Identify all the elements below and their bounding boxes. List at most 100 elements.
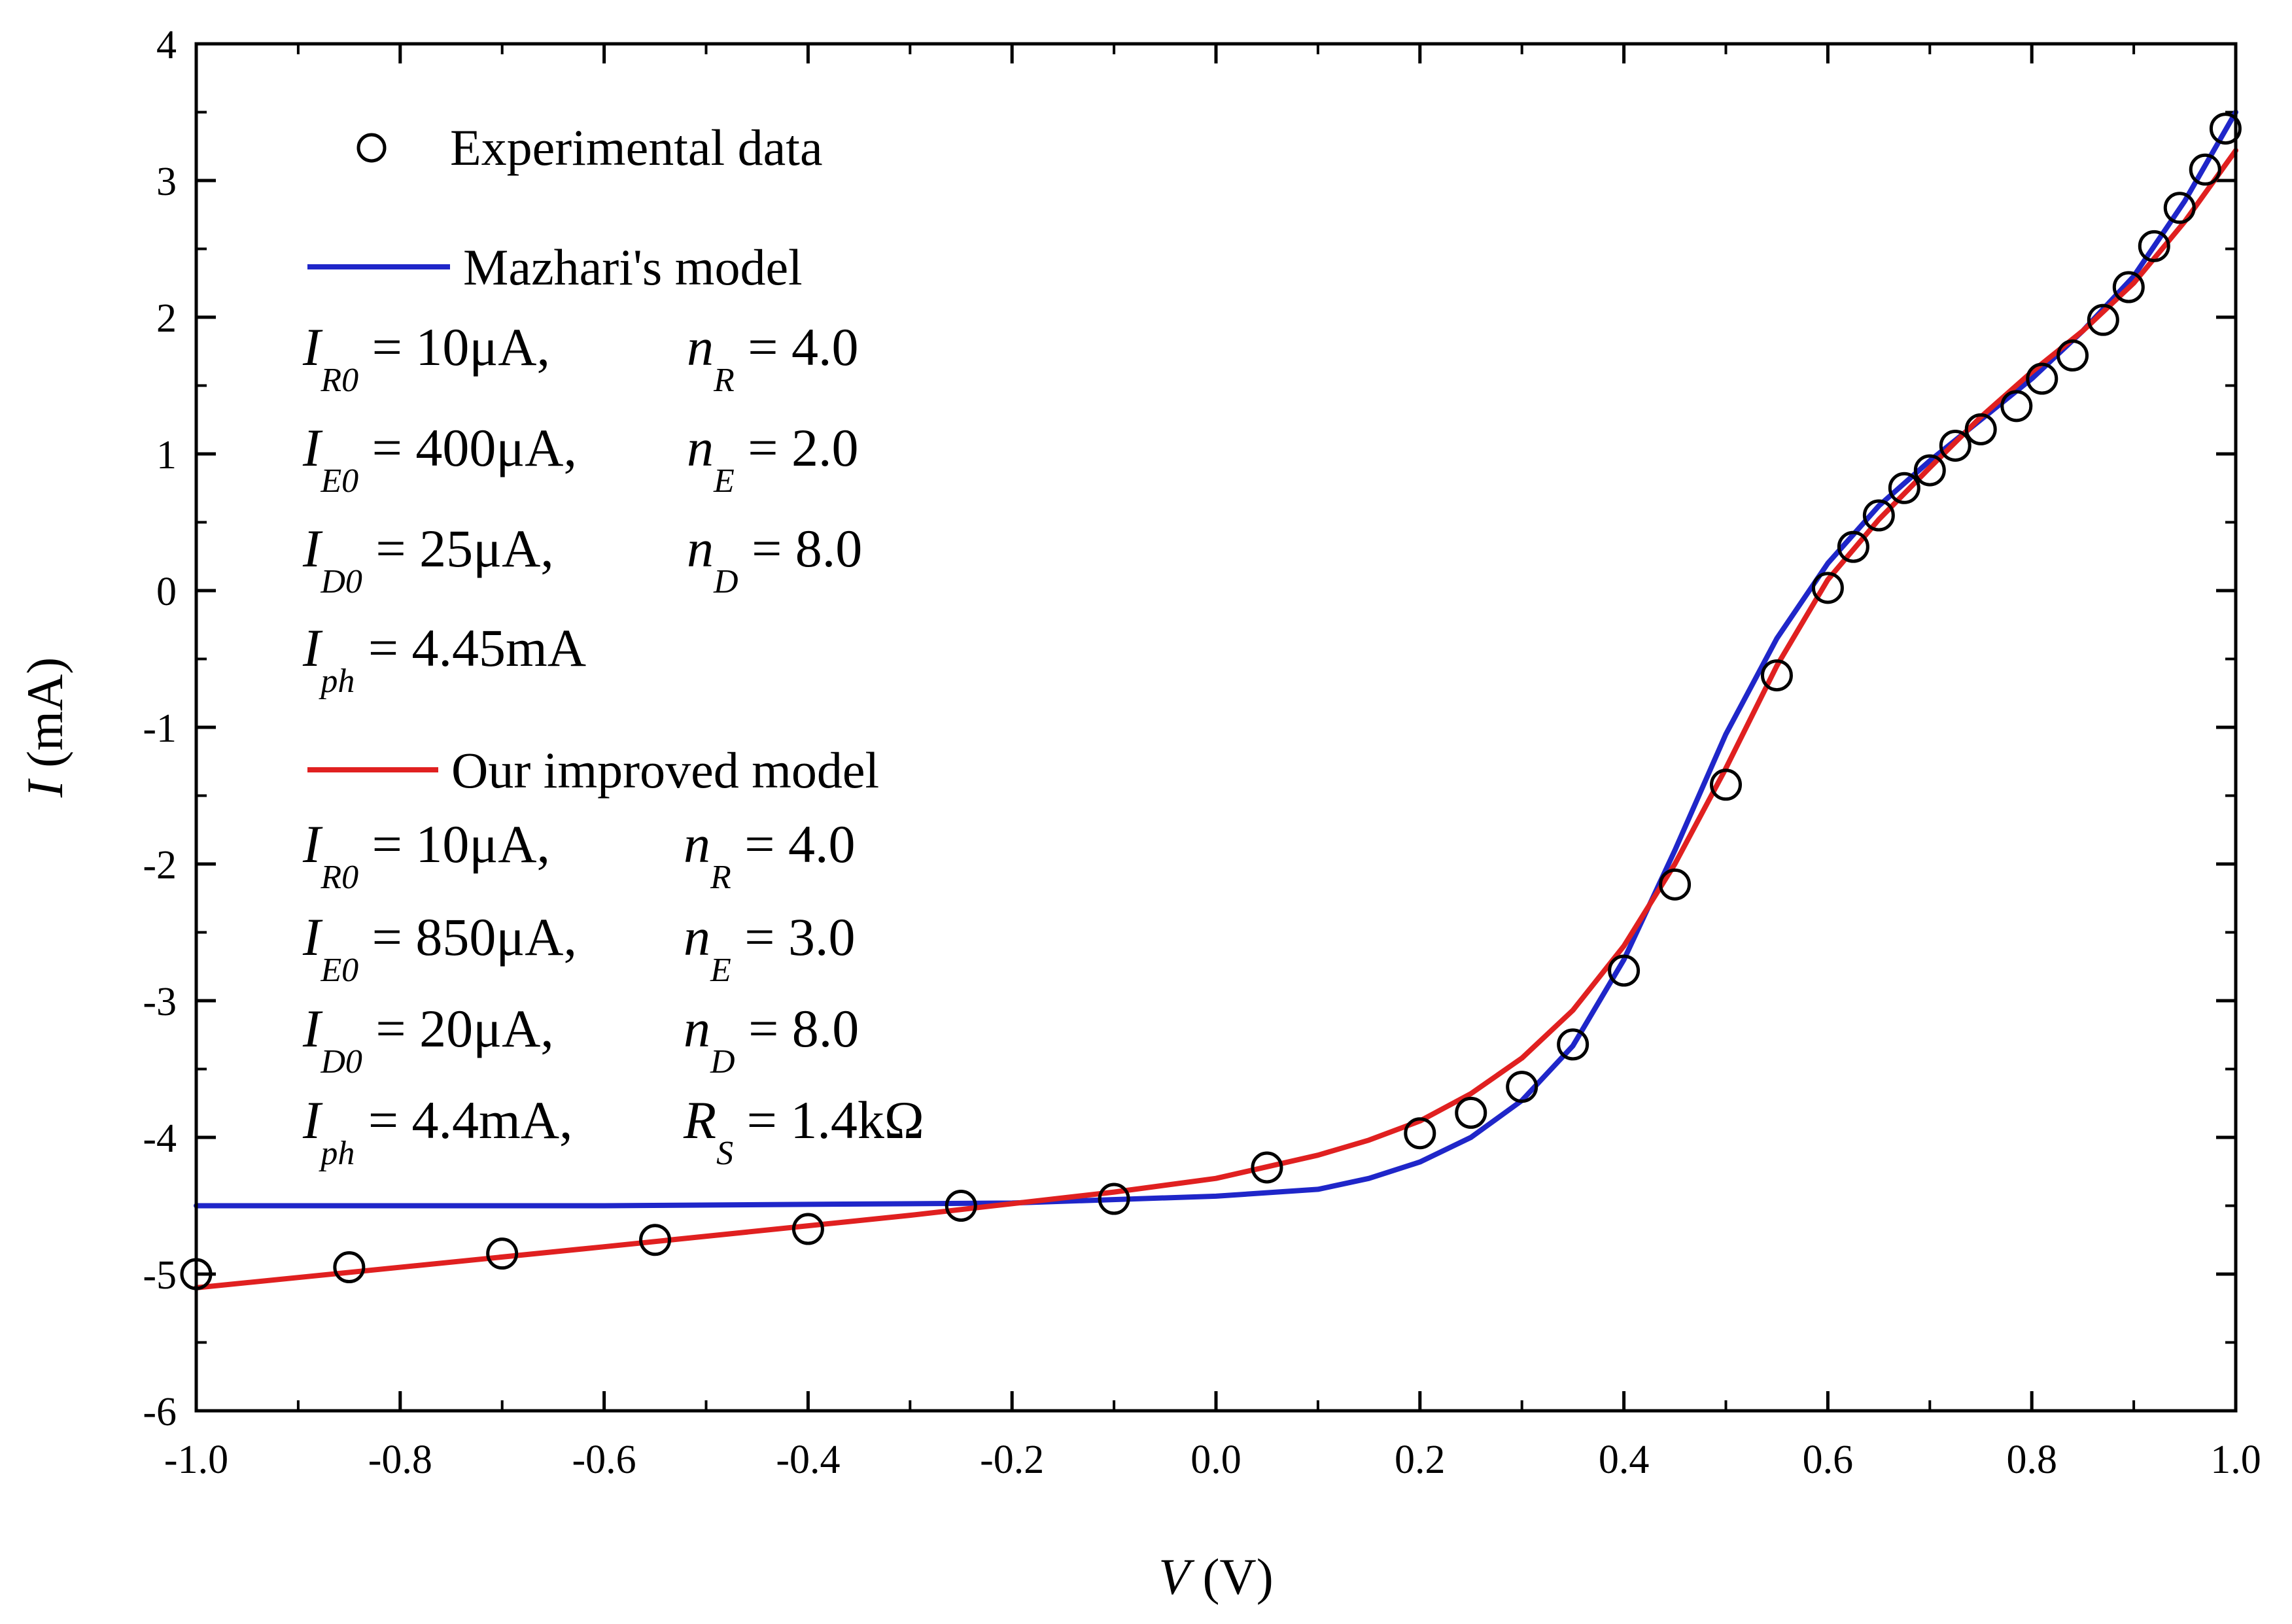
param-value: = 850μA, (358, 907, 577, 967)
experimental-data-point (2000, 390, 2033, 423)
legend-label-improved: Our improved model (451, 742, 879, 799)
experimental-data-point (2087, 303, 2119, 336)
param-value: = 8.0 (738, 519, 863, 578)
param-value: = 1.4kΩ (733, 1090, 924, 1150)
experimental-data-point (1557, 1028, 1589, 1061)
plot-frame (194, 42, 2238, 1413)
experimental-data-point (1964, 413, 1997, 445)
experimental-data-point (2209, 112, 2242, 145)
param-symbol: I (302, 999, 323, 1058)
param-left: Iph = 4.4mA, (302, 1090, 573, 1172)
param-value: = 10μA, (358, 317, 550, 377)
y-tick-label: -1 (143, 706, 177, 751)
experimental-markers (180, 112, 2242, 1290)
param-symbol: I (302, 519, 323, 578)
y-tick-label: -5 (143, 1253, 177, 1298)
x-tick-label: 0.2 (1395, 1438, 1446, 1482)
experimental-data-point (2138, 230, 2170, 262)
experimental-data-point (333, 1251, 366, 1284)
experimental-data-point (2112, 271, 2145, 303)
y-tick-label: -6 (143, 1390, 177, 1434)
param-symbol: n (684, 999, 710, 1058)
param-symbol: I (302, 317, 323, 377)
param-value: = 8.0 (735, 999, 859, 1058)
y-tick-label: 0 (156, 570, 177, 614)
param-value: = 4.0 (735, 317, 859, 377)
param-symbol: n (684, 814, 710, 874)
param-subscript: R (710, 859, 731, 896)
experimental-data-point (1862, 499, 1895, 532)
param-symbol: n (687, 519, 714, 578)
experimental-data-point (1811, 572, 1844, 604)
x-tick-label: -0.4 (776, 1438, 840, 1482)
x-tick-label: 0.4 (1599, 1438, 1650, 1482)
param-subscript: E0 (320, 462, 358, 500)
param-symbol: I (302, 814, 323, 874)
param-symbol: n (684, 907, 710, 967)
experimental-data-point (1098, 1183, 1130, 1215)
param-left: IE0 = 850μA, (302, 907, 577, 989)
param-value: = 4.45mA (355, 618, 586, 678)
param-subscript: S (716, 1135, 733, 1172)
mazhari-s-model-line (194, 109, 2238, 1209)
experimental-data-point (1455, 1096, 1487, 1129)
experimental-data-point (2057, 339, 2089, 372)
param-right: nR = 4.0 (687, 317, 859, 399)
x-axis-variable: V (1158, 1548, 1195, 1605)
experimental-data-point (945, 1190, 977, 1222)
x-axis-title: V (V) (1158, 1548, 1273, 1605)
param-symbol: I (302, 618, 323, 678)
param-symbol: n (687, 317, 714, 377)
x-tick-label: -0.8 (368, 1438, 432, 1482)
experimental-data-point (1913, 454, 1946, 487)
legend-marker-experimental (356, 133, 387, 163)
x-tick-label: -0.6 (572, 1438, 636, 1482)
x-tick-label: -1.0 (164, 1438, 228, 1482)
experimental-data-point (639, 1224, 672, 1256)
param-value: = 4.4mA, (355, 1090, 572, 1150)
experimental-data-point (791, 1213, 824, 1245)
x-axis-unit: (V) (1190, 1548, 1274, 1605)
experimental-data-point (1710, 769, 1742, 801)
param-left: IR0 = 10μA, (302, 317, 550, 399)
y-tick-label: 1 (156, 433, 177, 477)
param-right: nE = 2.0 (687, 418, 859, 500)
axis-ticks (194, 42, 2238, 1413)
x-tick-label: 1.0 (2210, 1438, 2261, 1482)
param-value: = 10μA, (358, 814, 550, 874)
y-tick-label: -4 (143, 1116, 177, 1161)
param-subscript: D0 (320, 563, 362, 600)
x-tick-label: -0.2 (980, 1438, 1044, 1482)
param-right: nE = 3.0 (684, 907, 856, 989)
param-right: nD = 8.0 (684, 999, 859, 1080)
y-tick-label: 3 (156, 160, 177, 204)
tick-labels: -1.0 -0.8 -0.6 -0.4 -0.2 0.0 0.2 0.4 0.6 0.8 1.0 4 3… (143, 23, 2261, 1482)
param-symbol: I (302, 418, 323, 477)
experimental-data-point (1888, 472, 1920, 504)
param-left: ID0 = 25μA, (302, 519, 554, 600)
param-symbol: I (302, 907, 323, 967)
experimental-data-point (1251, 1151, 1283, 1184)
y-axis-variable: I (16, 778, 73, 798)
experimental-data-point (1837, 530, 1869, 563)
experimental-data-point (486, 1237, 519, 1270)
experimental-data-point (1939, 429, 1971, 462)
experimental-data-point (2163, 192, 2196, 224)
param-left: IE0 = 400μA, (302, 418, 577, 500)
param-symbol: R (683, 1090, 716, 1150)
param-subscript: E (710, 952, 731, 989)
param-subscript: ph (318, 663, 355, 700)
legend: Experimental data Mazhari's model Our impr… (302, 119, 924, 1172)
param-subscript: R (713, 362, 735, 399)
x-tick-label: 0.0 (1190, 1438, 1242, 1482)
param-subscript: D (713, 563, 738, 600)
param-subscript: R0 (320, 362, 358, 399)
param-subscript: E (713, 462, 735, 500)
param-subscript: ph (318, 1135, 355, 1172)
experimental-data-point (1506, 1071, 1538, 1103)
param-right: nD = 8.0 (687, 519, 862, 600)
param-subscript: R0 (320, 859, 358, 896)
